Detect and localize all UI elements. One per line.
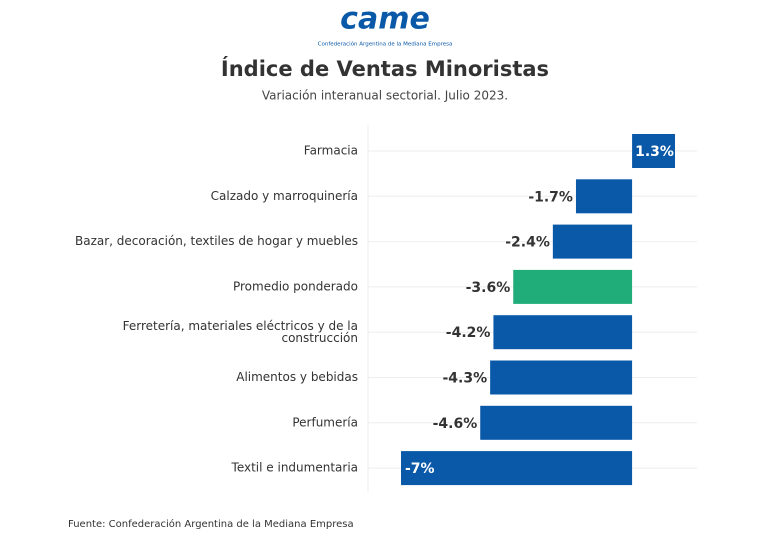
value-label: -4.3% [442,371,487,387]
category-label: Bazar, decoración, textiles de hogar y m… [75,234,358,248]
logo: came [340,2,430,37]
value-label: -7% [405,461,435,477]
bar [632,134,675,168]
category-label: Textil e indumentaria [231,461,358,475]
category-label: Ferretería, materiales eléctricos y de l… [123,319,358,345]
value-label: -1.7% [528,189,573,205]
category-label: Calzado y marroquinería [211,189,358,203]
value-label: -2.4% [505,235,550,251]
bar [401,451,633,486]
value-label: 1.3% [635,144,674,160]
category-label: Farmacia [304,144,358,158]
bar [552,224,633,259]
chart-title: Índice de Ventas Minoristas [221,56,549,81]
category-label: Promedio ponderado [233,279,358,293]
source-note: Fuente: Confederación Argentina de la Me… [68,518,354,530]
logo-subtitle: Confederación Argentina de la Mediana Em… [318,41,453,48]
value-label: -4.2% [446,325,491,341]
bar [575,179,633,214]
value-label: -4.6% [433,416,478,432]
category-label: Alimentos y bebidas [236,370,358,384]
bar [490,360,633,395]
category-label: Perfumería [292,415,358,429]
bar [493,315,633,350]
chart-subtitle: Variación interanual sectorial. Julio 20… [262,89,508,103]
value-label: -3.6% [466,280,511,296]
bar [480,405,633,440]
bar [513,269,633,304]
